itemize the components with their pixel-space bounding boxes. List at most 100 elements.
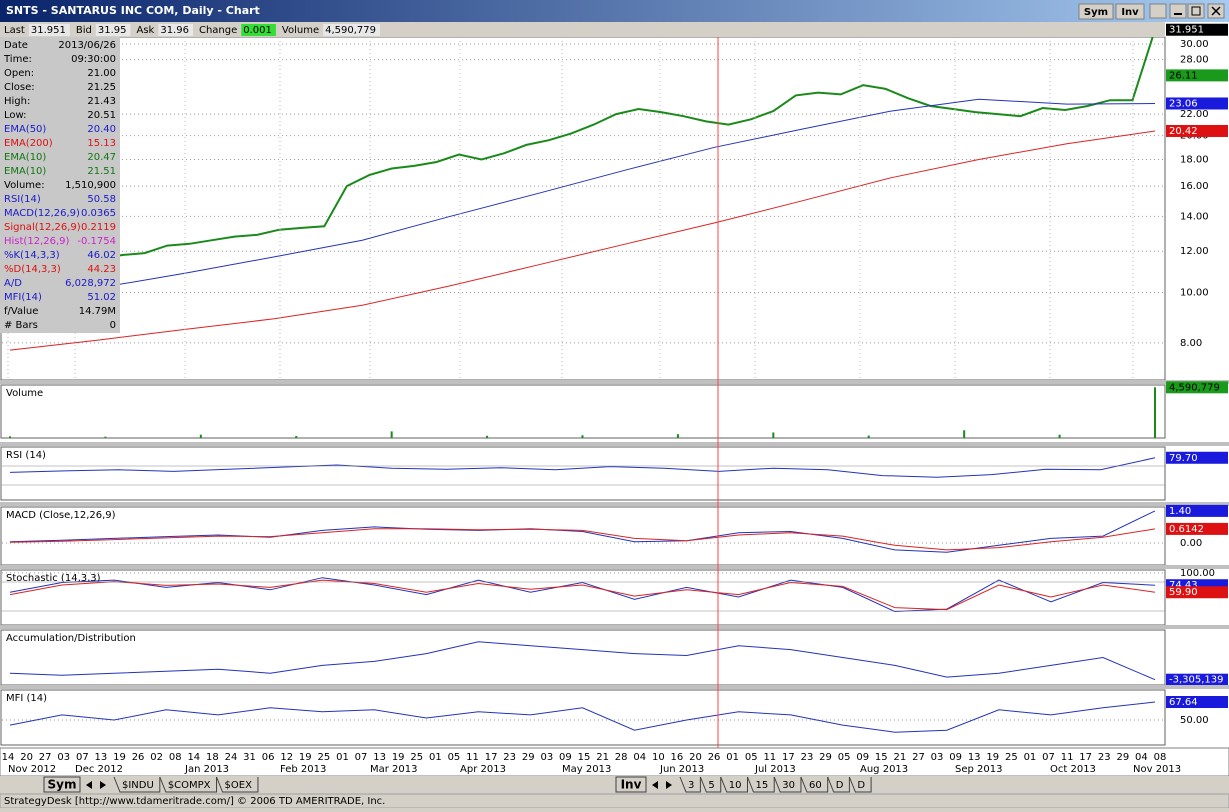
day-label: 29 xyxy=(819,752,832,763)
day-label: 31 xyxy=(243,752,256,763)
day-label: 14 xyxy=(187,752,200,763)
panel-label: MACD (Close,12,26,9) xyxy=(6,510,116,521)
series-line xyxy=(9,701,1156,733)
value-marker xyxy=(1166,673,1228,686)
data-label: EMA(200) xyxy=(4,138,53,149)
interval-tab[interactable]: 5 xyxy=(708,780,714,791)
day-label: 10 xyxy=(652,752,665,763)
data-value: 50.58 xyxy=(87,194,116,205)
value-marker xyxy=(1166,522,1228,535)
volume-bar xyxy=(581,435,584,438)
day-label: 08 xyxy=(169,752,182,763)
control-button[interactable] xyxy=(1187,3,1205,19)
interval-tab[interactable]: 30 xyxy=(782,780,795,791)
data-value: 09:30:00 xyxy=(71,54,116,65)
volume-bar xyxy=(772,432,775,438)
title-button[interactable] xyxy=(1078,3,1114,20)
value-marker xyxy=(1166,696,1228,708)
symbol-tab[interactable]: $COMPX xyxy=(168,780,211,791)
data-label: Low: xyxy=(4,110,27,121)
volume-bar xyxy=(390,431,393,438)
value-marker-label: 67.64 xyxy=(1169,697,1198,708)
data-label: %K(14,3,3) xyxy=(4,250,60,261)
data-value: 51.02 xyxy=(87,292,116,303)
data-value: 0.2119 xyxy=(81,222,116,233)
title-button-label[interactable]: Sym xyxy=(1084,7,1108,18)
day-label: 13 xyxy=(373,752,386,763)
tab-outline xyxy=(216,776,259,793)
data-label: EMA(10) xyxy=(4,166,46,177)
data-label: # Bars xyxy=(4,320,38,331)
control-button[interactable] xyxy=(1149,3,1167,19)
interval-tab[interactable]: 15 xyxy=(755,780,768,791)
quote-value: 31.951 xyxy=(31,25,66,36)
panel-gap xyxy=(0,685,1229,689)
month-label: Jan 2013 xyxy=(184,764,229,775)
tab-outline xyxy=(720,776,748,793)
tab-outline xyxy=(113,776,161,793)
day-label: 19 xyxy=(392,752,405,763)
symbol-tab[interactable]: $INDU xyxy=(122,780,154,791)
day-label: 17 xyxy=(1079,752,1092,763)
sym-button[interactable] xyxy=(43,776,81,793)
value-marker-label: -3,305,139 xyxy=(1169,675,1224,686)
value-marker xyxy=(1166,23,1228,36)
day-label: 03 xyxy=(540,752,553,763)
y-tick-label: 100.00 xyxy=(1180,568,1215,579)
data-label: MACD(12,26,9) xyxy=(4,208,80,219)
interval-tab[interactable]: 3 xyxy=(688,780,694,791)
quote-value: 0.001 xyxy=(243,25,272,36)
day-label: 21 xyxy=(596,752,609,763)
quote-label: Last xyxy=(4,25,25,36)
day-label: 07 xyxy=(1042,752,1055,763)
value-marker-label: 74.43 xyxy=(1169,580,1198,591)
sym-button-label[interactable]: Sym xyxy=(48,778,77,792)
day-label: 04 xyxy=(1135,752,1148,763)
day-label: 09 xyxy=(856,752,869,763)
value-marker xyxy=(1166,381,1228,394)
day-label: 29 xyxy=(522,752,535,763)
interval-tab[interactable]: D xyxy=(857,780,865,791)
data-value: 20.40 xyxy=(87,124,116,135)
value-marker-label: 26.11 xyxy=(1169,70,1198,81)
day-label: 11 xyxy=(466,752,479,763)
symbol-tab[interactable]: $OEX xyxy=(225,780,253,791)
day-label: 12 xyxy=(280,752,293,763)
day-label: 11 xyxy=(1061,752,1074,763)
inv-button-label[interactable]: Inv xyxy=(621,778,642,792)
day-label: 01 xyxy=(726,752,739,763)
y-tick-label: 28.00 xyxy=(1180,55,1209,66)
data-value: 21.00 xyxy=(87,68,116,79)
value-marker-label: 23.06 xyxy=(1169,98,1198,109)
tab-outline xyxy=(679,776,701,793)
data-label: Hist(12,26,9) xyxy=(4,236,69,247)
volume-bar xyxy=(9,436,11,438)
panel-label: Volume xyxy=(6,388,43,399)
day-label: 09 xyxy=(559,752,572,763)
data-label: Close: xyxy=(4,82,35,93)
title-bar xyxy=(0,0,1229,22)
quote-label: Volume xyxy=(282,25,319,36)
interval-tab[interactable]: 60 xyxy=(809,780,822,791)
y-tick-label: 14.00 xyxy=(1180,211,1209,222)
day-label: 23 xyxy=(801,752,814,763)
data-value: 2013/06/26 xyxy=(58,40,116,51)
title-button[interactable] xyxy=(1115,3,1145,20)
y-tick-label: 16.00 xyxy=(1180,181,1209,192)
panel-label: RSI (14) xyxy=(6,450,46,461)
panel-label: Stochastic (14,3,3) xyxy=(6,573,101,584)
day-label: 04 xyxy=(633,752,646,763)
control-button[interactable] xyxy=(1169,3,1187,19)
interval-tab[interactable]: D xyxy=(836,780,844,791)
panel-gap xyxy=(0,502,1229,506)
inv-button[interactable] xyxy=(615,776,647,793)
title-button-label[interactable]: Inv xyxy=(1121,7,1139,18)
y-tick-label: 22.00 xyxy=(1180,109,1209,120)
volume-bar xyxy=(486,435,489,438)
tab-bar xyxy=(0,776,1229,793)
interval-tab[interactable]: 10 xyxy=(729,780,742,791)
data-value: 20.47 xyxy=(87,152,116,163)
data-value: 21.43 xyxy=(87,96,116,107)
